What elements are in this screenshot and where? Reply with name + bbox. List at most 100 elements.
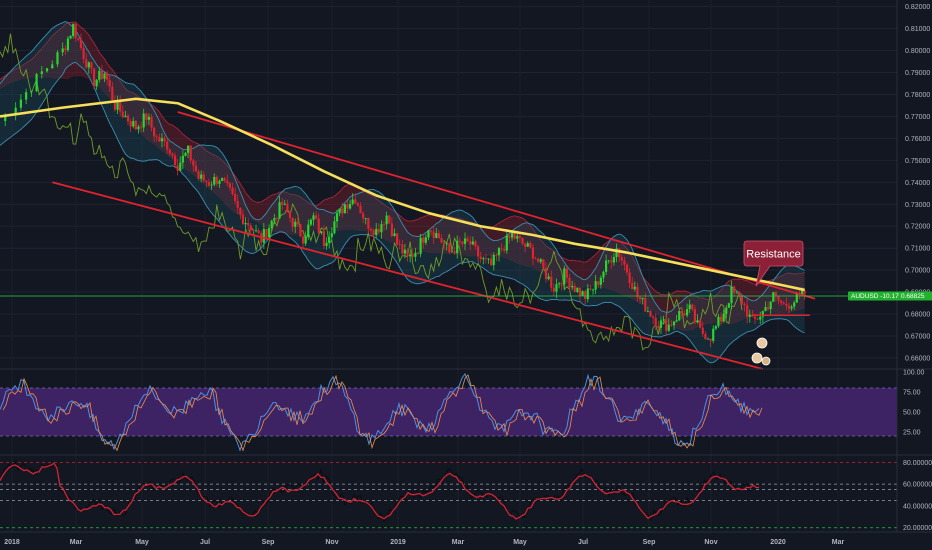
candle [641, 297, 644, 305]
price-axis-tag-value: 0.68825 [901, 293, 925, 300]
candle [257, 228, 260, 235]
candle [409, 249, 412, 263]
candle [288, 210, 292, 223]
candle [92, 68, 96, 90]
resistance-label: Resistance [746, 249, 800, 261]
resistance-callout[interactable]: Resistance [743, 240, 804, 287]
candle [733, 285, 736, 297]
candle [537, 257, 540, 263]
price-tick-label: 0.75000 [905, 158, 930, 165]
candle [25, 88, 28, 105]
candle [393, 228, 396, 237]
candle [612, 252, 616, 266]
stochastic-tick-label: 25.00 [903, 430, 921, 437]
candle [453, 246, 456, 255]
price-axis-tag: 0.68825 [899, 291, 932, 301]
channel-lower-line[interactable] [52, 181, 764, 370]
candle [291, 217, 294, 232]
candle [79, 33, 83, 51]
candle [354, 193, 357, 204]
price-tick-label: 0.76000 [905, 136, 930, 143]
candle [77, 37, 80, 42]
candle [586, 284, 589, 303]
time-tick-label: May [513, 539, 527, 546]
candle [113, 95, 117, 112]
candle [633, 281, 636, 292]
candle [223, 176, 226, 183]
candle [239, 207, 242, 220]
candle [184, 151, 187, 157]
candle [476, 244, 480, 263]
candle [759, 311, 762, 324]
candle [652, 314, 655, 325]
candle [466, 235, 469, 242]
candle [228, 182, 231, 191]
candle [346, 200, 349, 214]
candle [325, 237, 328, 250]
candle [200, 170, 203, 183]
candle [275, 216, 279, 223]
candle [267, 224, 271, 239]
candle [132, 117, 135, 129]
candle [699, 318, 702, 329]
candle [448, 242, 451, 255]
candle [168, 148, 171, 157]
oscillator-fast-line [0, 459, 760, 523]
candle [766, 301, 770, 311]
candle [500, 243, 503, 252]
candle [785, 297, 788, 311]
stochastic-pane[interactable] [0, 372, 897, 452]
time-tick-label: Jul [578, 539, 588, 546]
candle [440, 234, 443, 244]
candle [777, 295, 780, 305]
candle [529, 240, 532, 249]
time-tick-label: Jul [200, 539, 210, 546]
ichimoku-cloud [0, 21, 805, 331]
candle [578, 287, 582, 302]
candle [330, 227, 333, 243]
candle [367, 217, 370, 234]
candle [780, 299, 783, 307]
candle [364, 217, 367, 225]
candle [636, 282, 639, 302]
candle [654, 313, 657, 330]
candle [743, 302, 746, 312]
candle [61, 42, 64, 56]
candle [602, 270, 605, 283]
candle [432, 226, 435, 244]
candle [377, 223, 380, 234]
price-tick-label: 0.68000 [905, 312, 930, 319]
candle [594, 275, 597, 295]
candle [317, 213, 320, 236]
candle [764, 301, 767, 312]
candle [584, 289, 587, 305]
candle [790, 304, 793, 311]
candle [40, 65, 43, 79]
candle [709, 338, 712, 348]
stochastic-zone [0, 388, 897, 436]
candle [552, 282, 555, 297]
candle [492, 252, 495, 271]
candle [119, 95, 122, 117]
cloud-area [0, 21, 805, 331]
moving-average-line [0, 97, 805, 292]
time-axis[interactable]: 2018 Mar May Jul Sep Nov 2019 Mar May Jul Sep Nov 20… [4, 539, 844, 546]
price-pane[interactable] [0, 0, 897, 532]
channel-upper-line[interactable] [177, 111, 816, 300]
candle [283, 199, 286, 206]
event-marker-icon[interactable] [751, 337, 771, 366]
candle [769, 300, 772, 315]
oscillator-axis: 80.00000 60.00000 40.00000 20.00000 [903, 460, 932, 532]
oscillator-pane[interactable] [0, 459, 897, 529]
stochastic-tick-label: 50.00 [903, 410, 921, 417]
candle [100, 64, 103, 80]
candle [691, 303, 694, 311]
candle [443, 242, 446, 250]
candle [72, 22, 75, 39]
candle [693, 305, 697, 325]
candle [98, 66, 101, 83]
time-tick-label: Nov [325, 539, 338, 546]
candle [503, 245, 506, 253]
